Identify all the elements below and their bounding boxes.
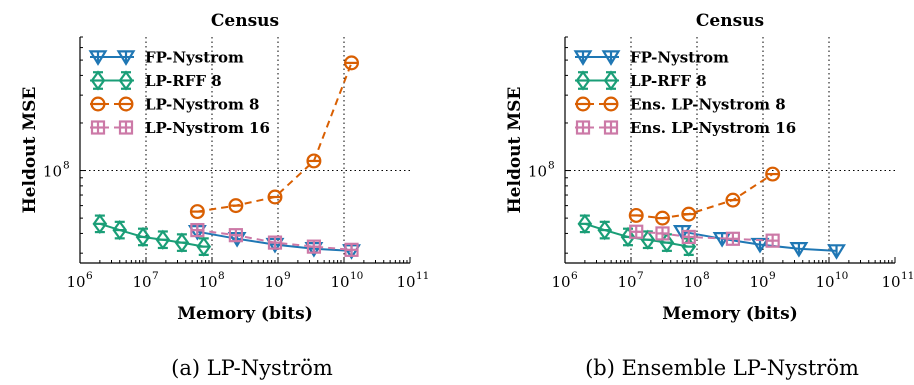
panel-1-series-4-point-4 (306, 239, 322, 254)
panel-2-legend-3-label: Ens. LP-Nystrom 8 (630, 96, 786, 114)
panel-1-x-tick-exp-2: 8 (218, 270, 225, 282)
panel-2-series-4-point-4 (725, 231, 741, 246)
panel-2-legend-4-marker-left (575, 120, 591, 135)
panel-2-title: Census (696, 11, 764, 31)
panel-1-legend-1-label: FP-Nystrom (145, 49, 244, 67)
panel-2-legend-2-marker-right (603, 70, 619, 91)
panel-2-series-4-point-2 (655, 226, 670, 241)
panel-2-x-tick-exp-1: 7 (637, 270, 644, 282)
panel-2-legend-1-marker-left (573, 50, 593, 66)
panel-1-x-tick-label-4: 10 (330, 273, 349, 291)
panel-2-x-tick-exp-2: 8 (703, 270, 710, 282)
panel-1-series-3-point-4 (306, 153, 322, 169)
panel-2-y-tick-label-0: 10 (528, 163, 547, 181)
panel-2-series-2-point-3 (620, 226, 636, 248)
panel-1-series-4-point-3 (267, 235, 283, 250)
panel-2-legend-2-label: LP-RFF 8 (630, 72, 707, 90)
panel-1-legend-2-marker-right (118, 70, 134, 91)
caption-ensemble-lp-nystrom: (b) Ensemble LP-Nyström (585, 356, 859, 380)
panel-2-legend-4-marker-right (603, 120, 619, 135)
panel-1-y-tick-exp-0: 8 (63, 160, 70, 172)
panel-1-x-tick-label-0: 10 (66, 273, 85, 291)
panel-2-y-tick-exp-0: 8 (548, 160, 555, 172)
panel-1-series-3-point-3 (267, 189, 283, 205)
panel-2-x-tick-label-4: 10 (815, 273, 834, 291)
panel-1-series-2-point-3 (135, 226, 151, 248)
panel-2-series-4-point-1 (629, 224, 644, 239)
panel-1-series-2-point-2 (112, 219, 128, 241)
panel-2-x-tick-label-2: 10 (683, 273, 702, 291)
panel-1-series-3-point-1 (189, 204, 205, 220)
panel-2-x-axis-label: Memory (bits) (662, 304, 798, 324)
panel-2-x-tick-label-5: 10 (881, 273, 900, 291)
panel-2-series-1-point-5 (827, 244, 846, 260)
panel-2-legend-1-marker-right (601, 50, 621, 66)
panel-2-series-1-point-4 (789, 242, 809, 258)
panel-1-series-2-point-1 (92, 213, 108, 234)
panel-1-x-tick-label-5: 10 (396, 273, 415, 291)
panel-1-legend-2-label: LP-RFF 8 (145, 72, 222, 90)
panel-1-legend-2-marker-left (90, 70, 106, 91)
panel-2-x-tick-exp-0: 6 (571, 270, 578, 282)
panel-2-series-3-line (636, 173, 774, 220)
panel-1-series-4-point-1 (190, 222, 205, 238)
panel-1-x-tick-exp-5: 11 (416, 270, 429, 282)
panel-1-legend-3-marker-left (90, 96, 106, 112)
panel-2-legend-3-marker-right (603, 96, 619, 112)
panel-1-x-tick-label-3: 10 (264, 273, 283, 291)
panel-1-series-2-point-5 (174, 232, 190, 253)
panel-1-series-4-point-5 (344, 242, 359, 257)
panel-2-series-3-point-3 (681, 206, 697, 222)
panel-1-legend-4-marker-right (118, 120, 134, 135)
panel-1-y-tick-label-0: 10 (43, 163, 62, 181)
panel-1-x-tick-exp-3: 9 (284, 270, 291, 282)
panel-1-x-tick-exp-4: 10 (350, 270, 363, 282)
panel-1-legend-3-marker-right (118, 96, 134, 112)
panel-2-legend-4-label: Ens. LP-Nystrom 16 (630, 119, 796, 137)
panel-2-series-2-point-4 (640, 229, 656, 250)
panel-1-x-tick-label-1: 10 (132, 273, 151, 291)
panel-1-series-2-point-4 (155, 229, 171, 250)
panel-2-series-3-point-5 (765, 166, 781, 182)
panel-2-series-2-point-1 (577, 213, 593, 234)
panel-1-series-3-point-2 (228, 198, 244, 214)
panel-1-x-axis-label: Memory (bits) (177, 304, 313, 324)
panel-2-legend-2-marker-left (575, 70, 591, 91)
panel-2-series-4-point-3 (681, 229, 696, 245)
panel-1-series-3-point-5 (344, 55, 359, 71)
panel-1-title: Census (211, 11, 279, 31)
panel-2-legend-1-label: FP-Nystrom (630, 49, 729, 67)
panel-2-x-tick-exp-5: 11 (901, 270, 914, 282)
panel-2-x-tick-label-1: 10 (617, 273, 636, 291)
panel-1-legend-1-marker-right (116, 50, 136, 66)
panel-1-x-tick-exp-0: 6 (86, 270, 93, 282)
panel-2-legend-3-marker-left (575, 96, 591, 112)
panel-1-legend-1-marker-left (88, 50, 108, 66)
panel-1-y-axis-label: Heldout MSE (20, 87, 40, 214)
caption-lp-nystrom: (a) LP-Nyström (171, 356, 333, 380)
panel-1-legend-4-marker-left (90, 120, 106, 135)
panel-2-x-tick-label-3: 10 (749, 273, 768, 291)
panel-2-series-3-point-2 (655, 210, 670, 226)
panel-2-series-4-point-5 (765, 233, 780, 248)
panel-2-series-3-point-4 (725, 192, 741, 208)
panel-1-x-tick-exp-1: 7 (152, 270, 159, 282)
panel-1-x-tick-label-2: 10 (198, 273, 217, 291)
panel-2-x-tick-exp-4: 10 (835, 270, 848, 282)
panel-2-x-tick-exp-3: 9 (769, 270, 776, 282)
panel-1-series-2-point-6 (196, 236, 212, 257)
panel-1-legend-3-label: LP-Nystrom 8 (145, 96, 259, 114)
panel-2-x-tick-label-0: 10 (551, 273, 570, 291)
panel-1-legend-4-label: LP-Nystrom 16 (145, 119, 270, 137)
panel-2-series-3-point-1 (628, 207, 644, 223)
panel-2-series-2-point-2 (597, 219, 613, 241)
panel-1-series-4-point-2 (228, 228, 243, 243)
panel-2-y-axis-label: Heldout MSE (505, 87, 525, 214)
